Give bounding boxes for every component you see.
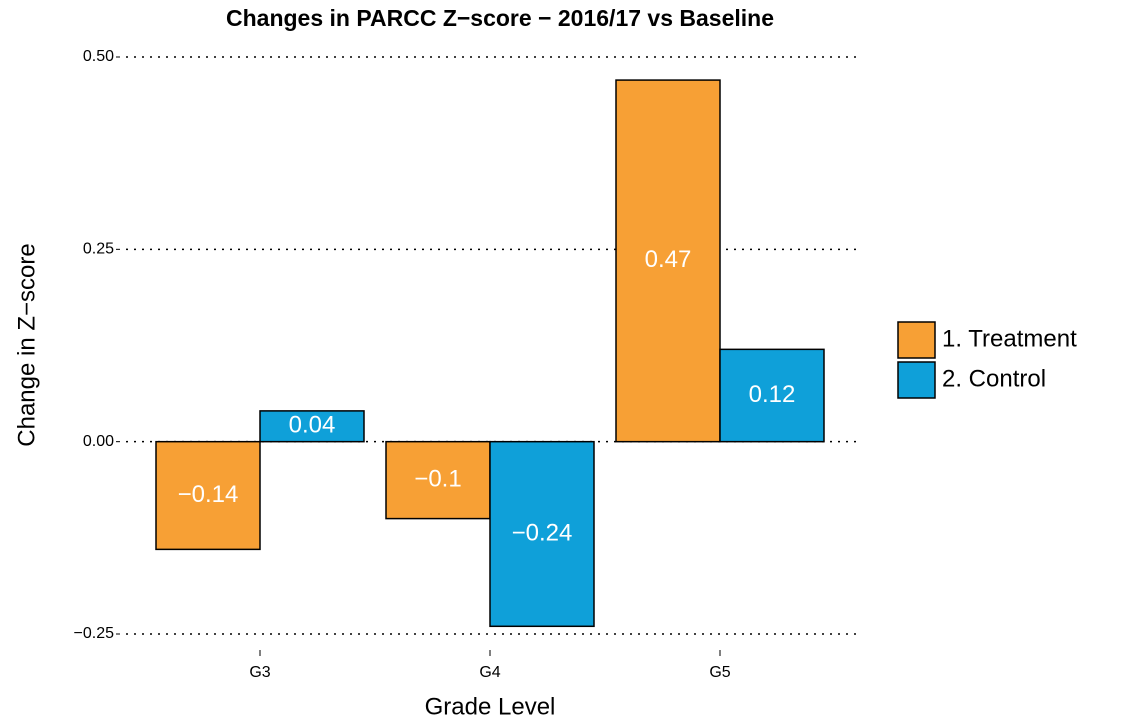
y-tick-label: −0.25 [74, 625, 115, 642]
bar [615, 79, 721, 443]
legend-label: 2. Control [942, 365, 1046, 392]
y-tick-label: 0.50 [83, 48, 114, 65]
data-label: −0.24 [512, 519, 573, 546]
bar [259, 410, 365, 443]
data-label: 0.04 [289, 412, 336, 439]
chart-title: Changes in PARCC Z−score − 2016/17 vs Ba… [226, 5, 774, 31]
x-tick-label: G4 [479, 664, 500, 681]
legend-label: 1. Treatment [942, 325, 1077, 352]
bar [489, 440, 595, 628]
y-tick-label: 0.25 [83, 241, 114, 258]
x-tick-label: G3 [249, 664, 270, 681]
x-tick-label: G5 [709, 664, 730, 681]
bar [719, 348, 825, 443]
data-label: −0.1 [414, 465, 461, 492]
data-label: 0.47 [645, 246, 692, 273]
data-label: −0.14 [178, 481, 239, 508]
data-label: 0.12 [749, 381, 796, 408]
y-tick-label: 0.00 [83, 433, 114, 450]
legend-swatch [897, 361, 936, 399]
x-axis-title: Grade Level [425, 693, 556, 720]
legend-swatch [897, 321, 936, 359]
bar [155, 440, 261, 551]
y-axis-title: Change in Z−score [13, 243, 40, 446]
